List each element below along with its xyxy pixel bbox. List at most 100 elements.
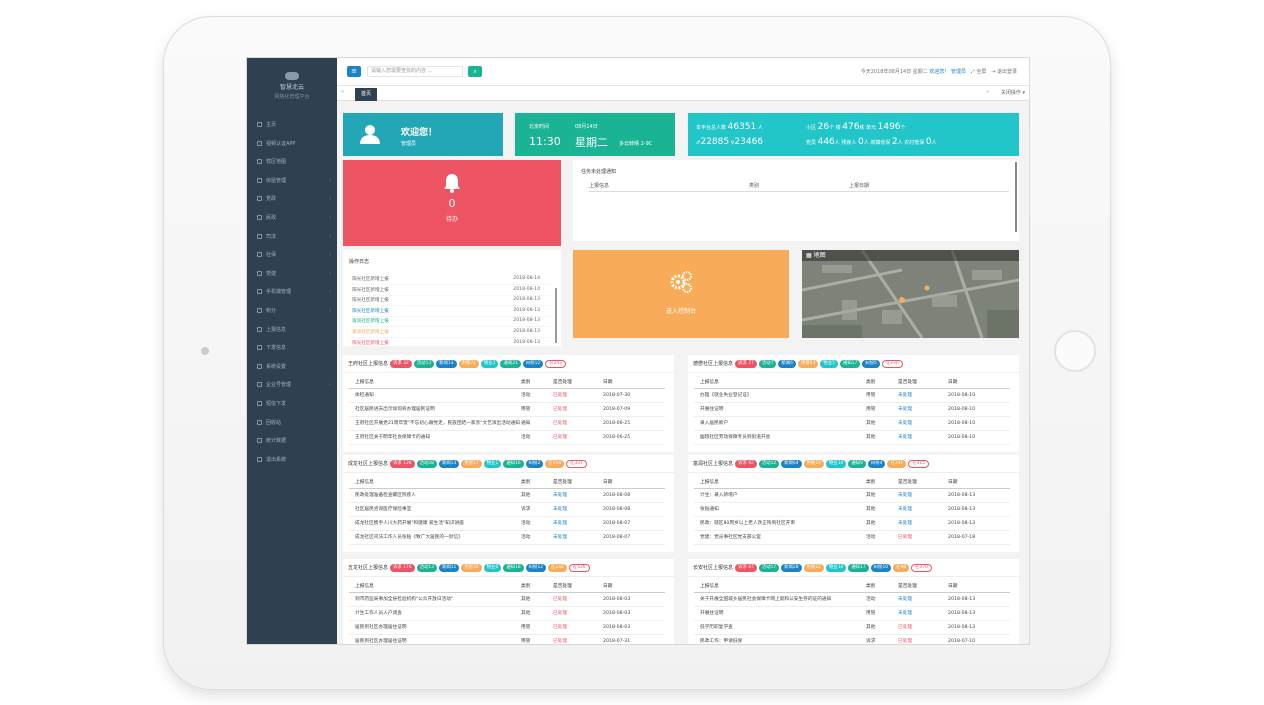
sidebar-item[interactable]: 积分 ‹ bbox=[247, 302, 337, 321]
count-badge[interactable]: 活动12 bbox=[758, 459, 780, 468]
count-badge[interactable]: 活动17 bbox=[758, 563, 780, 572]
table-row[interactable]: 王府社区开展党21周年暨"不忘初心跟党走，民族团结一家亲"文艺演出活动通知 通知 已… bbox=[349, 417, 665, 431]
count-badge[interactable]: 诉求 77 bbox=[735, 359, 757, 368]
count-badge[interactable]: 物业6 bbox=[483, 563, 502, 572]
count-badge[interactable]: 物业5 bbox=[820, 359, 838, 368]
sidebar-item[interactable]: 企业号管理 ‹ bbox=[247, 376, 337, 395]
count-badge[interactable]: 在337 bbox=[566, 459, 587, 468]
tab-next-button[interactable]: » bbox=[985, 89, 989, 95]
count-badge[interactable]: 在230 bbox=[881, 359, 903, 368]
map-card[interactable]: ▦ 地图 bbox=[802, 250, 1019, 338]
count-badge[interactable]: 用管35 bbox=[461, 563, 482, 572]
close-ops-dropdown[interactable]: 关闭操作 ▾ bbox=[1000, 90, 1025, 96]
count-badge[interactable]: 用管22 bbox=[803, 563, 824, 572]
count-badge[interactable]: 通知16 bbox=[503, 459, 524, 468]
table-row[interactable]: 社区居民进去出示如何商办理居民证明 用管 已处理 2018-07-09 bbox=[349, 403, 665, 417]
count-badge[interactable]: 在98 bbox=[893, 563, 910, 572]
table-row[interactable]: 体检通知 活动 已处理 2018-07-30 bbox=[349, 389, 665, 403]
sidebar-item[interactable]: 党政 ‹ bbox=[247, 190, 337, 209]
count-badge[interactable]: 新闻13 bbox=[436, 359, 457, 368]
count-badge[interactable]: 纠纷4 bbox=[867, 459, 886, 468]
count-badge[interactable]: 用管19 bbox=[803, 459, 824, 468]
table-row[interactable]: 办理《就业失业登记证》 用管 未处理 2018-08-10 bbox=[694, 389, 1010, 403]
menu-toggle-button[interactable]: ≡ bbox=[347, 66, 361, 77]
count-badge[interactable]: 纠纷10 bbox=[870, 563, 892, 572]
count-badge[interactable]: 通知9 bbox=[848, 459, 866, 468]
count-badge[interactable]: 通知17 bbox=[848, 563, 869, 572]
count-badge[interactable]: 物业1 bbox=[480, 359, 499, 368]
sidebar-item[interactable]: 社保 ‹ bbox=[247, 246, 337, 265]
table-row[interactable]: 开展住证明 用管 未处理 2018-08-10 bbox=[694, 403, 1010, 417]
scrollbar[interactable] bbox=[1015, 162, 1017, 232]
sidebar-item[interactable]: 房屋管理 ‹ bbox=[247, 172, 337, 191]
sidebar-item[interactable]: 司法 ‹ bbox=[247, 228, 337, 247]
table-row[interactable]: 党建：党员事社区党支部公室 活动 已处理 2018-07-18 bbox=[694, 531, 1010, 545]
table-row[interactable]: 到市药监局事加全县检验机构"公众开放日活动" 其他 已处理 2018-08-03 bbox=[349, 593, 665, 607]
count-badge[interactable]: 新闻11 bbox=[438, 563, 460, 572]
sidebar-item[interactable]: 统计数据 bbox=[247, 432, 337, 451]
table-row[interactable]: 计生：录入新增户 其他 未处理 2018-08-13 bbox=[694, 489, 1010, 503]
sidebar-item[interactable]: 上报信息 bbox=[247, 321, 337, 340]
search-button[interactable]: ⌕ bbox=[468, 66, 482, 77]
tab-home[interactable]: 首页 bbox=[355, 88, 378, 101]
sidebar-item[interactable]: 主页 bbox=[247, 116, 337, 135]
table-row[interactable]: 成龙社区携手人川大药开展"和健康 爱生活"知识讲座 活动 未处理 2018-08-07 bbox=[349, 517, 665, 531]
count-badge[interactable]: 诉求 126 bbox=[390, 459, 415, 468]
sidebar-item[interactable]: 系统设置 bbox=[247, 358, 337, 377]
count-badge[interactable]: 在154 bbox=[545, 459, 565, 468]
sidebar-item[interactable]: 退出系统 bbox=[247, 451, 337, 470]
sidebar-item[interactable]: 下发信息 bbox=[247, 339, 337, 358]
count-badge[interactable]: 在241 bbox=[887, 459, 907, 468]
count-badge[interactable]: 活动13 bbox=[413, 359, 435, 368]
count-badge[interactable]: 诉求 32 bbox=[390, 359, 412, 368]
sidebar-item[interactable]: 短信下发 bbox=[247, 395, 337, 414]
log-item[interactable]: 阳光社区新增上报 2018-08-14 bbox=[352, 287, 550, 296]
count-badge[interactable]: 用管21 bbox=[458, 359, 479, 368]
table-row[interactable]: 录入居民新户 其他 未处理 2018-08-10 bbox=[694, 417, 1010, 431]
count-badge[interactable]: 物业10 bbox=[825, 459, 847, 468]
log-item[interactable]: 阳光社区新增上报 2018-08-13 bbox=[352, 340, 550, 349]
count-badge[interactable]: 通知21 bbox=[500, 359, 521, 368]
console-card[interactable]: 进入控制台 bbox=[573, 250, 789, 338]
sidebar-item[interactable]: 回收站 bbox=[247, 414, 337, 433]
count-badge[interactable]: 用管17 bbox=[461, 459, 482, 468]
user-link[interactable]: 管理员 bbox=[950, 69, 966, 75]
count-badge[interactable]: 在526 bbox=[568, 563, 590, 572]
table-row[interactable]: 开展住证明 用管 未处理 2018-08-13 bbox=[694, 607, 1010, 621]
table-row[interactable]: 民政工作：申请低保 诉求 已处理 2018-07-10 bbox=[694, 635, 1010, 644]
count-badge[interactable]: 在370 bbox=[911, 563, 932, 572]
count-badge[interactable]: 诉求 87 bbox=[735, 563, 757, 572]
sidebar-item[interactable]: 民政 ‹ bbox=[247, 209, 337, 228]
count-badge[interactable]: 纠纷2 bbox=[525, 459, 544, 468]
table-row[interactable]: 低学历职复学查 其他 已处理 2018-08-13 bbox=[694, 621, 1010, 635]
table-row[interactable]: 居民到社区办理居住证明 用管 已处理 2018-07-31 bbox=[349, 635, 665, 644]
count-badge[interactable]: 新闻6 bbox=[778, 359, 796, 368]
table-row[interactable]: 王府社区关于明年社会保障卡的通知 活动 已处理 2018-06-25 bbox=[349, 431, 665, 445]
todo-card[interactable]: 0 待办 bbox=[343, 160, 561, 246]
count-badge[interactable]: 在246 bbox=[548, 563, 567, 572]
count-badge[interactable]: 纠纷5 bbox=[862, 359, 880, 368]
table-row[interactable]: 幽琅社区劳动保障专员到街道开会 其他 未处理 2018-08-10 bbox=[694, 431, 1010, 445]
table-row[interactable]: 民政：辖区80周岁以上老人改正残到社区开审 其他 未处理 2018-08-13 bbox=[694, 517, 1010, 531]
count-badge[interactable]: 纠纷12 bbox=[525, 563, 547, 572]
count-badge[interactable]: 物业1 bbox=[483, 459, 502, 468]
count-badge[interactable]: 新闻64 bbox=[781, 459, 802, 468]
count-badge[interactable]: 新闻13 bbox=[438, 459, 460, 468]
count-badge[interactable]: 在315 bbox=[908, 459, 929, 468]
table-row[interactable]: 社区居民咨询医疗保险事宜 诉求 未处理 2018-08-08 bbox=[349, 503, 665, 517]
search-input[interactable]: 请输入您需要查找的内容 ... bbox=[367, 66, 463, 77]
count-badge[interactable]: 活动13 bbox=[416, 563, 437, 572]
count-badge[interactable]: 诉求 92 bbox=[735, 459, 757, 468]
log-item[interactable]: 阳光社区新增上报 2018-08-14 bbox=[352, 276, 550, 285]
table-row[interactable]: 民政处理准备检查螺区残疾人 其他 未处理 2018-08-08 bbox=[349, 489, 665, 503]
count-badge[interactable]: 活动28 bbox=[416, 459, 437, 468]
table-row[interactable]: 成龙社区司法工作人员张贴《致广大居民的一封信》 活动 未处理 2018-08-07 bbox=[349, 531, 665, 545]
table-row[interactable]: 张贴通知 其他 未处理 2018-08-13 bbox=[694, 503, 1010, 517]
log-item[interactable]: 阳光社区新增上报 2018-08-13 bbox=[352, 297, 550, 307]
count-badge[interactable]: 活动7 bbox=[758, 359, 777, 368]
table-row[interactable]: 居民到社区办理居住证明 用管 已处理 2018-08-03 bbox=[349, 621, 665, 635]
count-badge[interactable]: 通知17 bbox=[839, 359, 861, 368]
count-badge[interactable]: 物业16 bbox=[825, 563, 847, 572]
tab-prev-button[interactable]: « bbox=[341, 89, 345, 95]
count-badge[interactable]: 用管53 bbox=[797, 359, 819, 368]
